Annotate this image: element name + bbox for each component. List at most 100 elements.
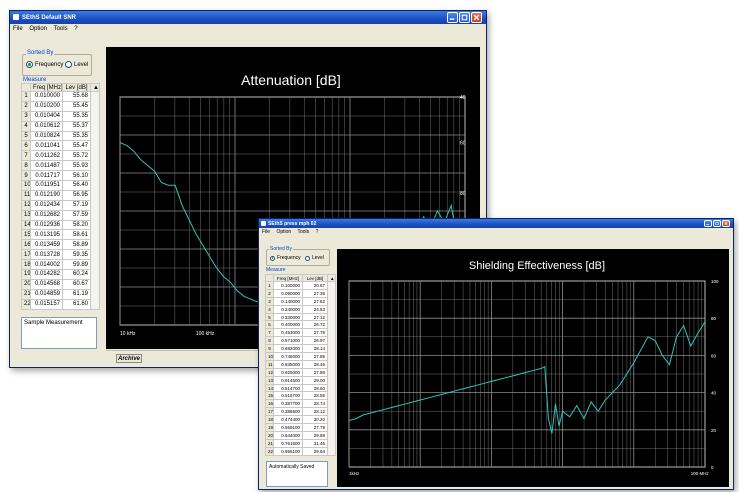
table-row[interactable]: 5 0.330000 27.12	[265, 312, 336, 322]
freq-cell: 0.914500	[273, 375, 303, 385]
close-button[interactable]	[471, 12, 482, 23]
radio-selected-icon	[26, 61, 33, 68]
table-row[interactable]: 14 0.514700 28.60	[265, 383, 336, 393]
table-row[interactable]: 11 0.012190 56.95	[21, 189, 100, 201]
level-cell: 20.67	[302, 281, 328, 290]
sort-frequency-radio[interactable]: Frequency	[26, 61, 63, 68]
table-row[interactable]: 21 0.014859 61.19	[21, 288, 100, 300]
menu-tools[interactable]: Tools	[297, 229, 310, 235]
table-row[interactable]: 14 0.012936 58.20	[21, 219, 100, 231]
menu-help[interactable]: ?	[315, 229, 319, 235]
table-row[interactable]: 13 0.914500 29.00	[265, 375, 336, 385]
sort-level-radio[interactable]: Level	[65, 61, 88, 68]
column-freq[interactable]: Freq [MHz]	[30, 83, 63, 92]
title-bar[interactable]: SEthS Default SNR	[10, 11, 486, 24]
table-row[interactable]: 4 0.010612 55.37	[21, 120, 100, 132]
radio-empty-icon	[305, 255, 310, 261]
menu-file[interactable]: File	[13, 26, 23, 32]
table-row[interactable]: 6 0.400000 26.72	[265, 320, 336, 330]
table-row[interactable]: 2 0.010200 55.45	[21, 100, 100, 112]
archive-button[interactable]: Archive	[116, 354, 142, 363]
freq-cell: 0.013459	[30, 239, 63, 251]
comment-memo[interactable]: Automatically Saved	[266, 461, 328, 487]
minimize-button[interactable]	[447, 12, 458, 23]
level-cell: 57.19	[62, 199, 91, 211]
minimize-button[interactable]	[704, 220, 712, 227]
table-row[interactable]: 20 0.644000 29.89	[265, 430, 336, 440]
table-row[interactable]: 2 0.090000 27.35	[265, 288, 336, 298]
table-row[interactable]: 13 0.012682 57.59	[21, 209, 100, 221]
column-level[interactable]: Lev [dB]	[62, 83, 91, 92]
table-row[interactable]: 17 0.386600 28.12	[265, 407, 336, 417]
table-row[interactable]: 9 0.682000 28.14	[265, 344, 336, 354]
table-row[interactable]: 10 0.011951 56.40	[21, 180, 100, 191]
table-row[interactable]: 15 0.013195 58.61	[21, 229, 100, 241]
table-row[interactable]: 21 0.761500 31.46	[265, 438, 336, 448]
table-row[interactable]: 18 0.474400 30.20	[265, 415, 336, 425]
table-scrollbar[interactable]	[327, 281, 336, 456]
freq-cell: 0.330000	[273, 312, 303, 322]
table-row[interactable]: 1 0.100000 20.67	[265, 281, 336, 456]
row-index: 15	[265, 391, 274, 401]
column-freq[interactable]: Freq [MHz]	[273, 274, 303, 282]
menu-option[interactable]: Option	[29, 26, 48, 32]
table-row[interactable]: 3 0.010404 55.35	[21, 110, 100, 122]
table-row[interactable]: 6 0.011041 55.47	[21, 140, 100, 152]
level-cell: 61.60	[62, 298, 91, 310]
table-row[interactable]: 4 0.240000 24.83	[265, 304, 336, 314]
column-level[interactable]: Lev [dB]	[302, 274, 328, 282]
freq-cell: 0.474400	[273, 415, 303, 425]
table-row[interactable]: 3 0.140000 27.62	[265, 296, 336, 306]
table-row[interactable]: 18 0.014002 59.89	[21, 259, 100, 271]
row-index: 7	[21, 150, 31, 162]
sort-level-radio[interactable]: Level	[305, 255, 324, 261]
comment-memo[interactable]: Sample Measurement	[21, 317, 97, 349]
table-row[interactable]: 7 0.453000 27.76	[265, 328, 336, 338]
close-icon	[473, 14, 480, 21]
table-scrollbar[interactable]	[90, 91, 100, 310]
close-button[interactable]	[722, 220, 730, 227]
table-row[interactable]: 7 0.011262 55.72	[21, 150, 100, 162]
level-cell: 56.95	[62, 189, 91, 201]
menu-option[interactable]: Option	[276, 229, 292, 235]
row-index: 11	[265, 359, 274, 369]
row-index: 5	[21, 130, 31, 142]
table-row[interactable]: 12 0.925000 27.86	[265, 367, 336, 377]
measure-table[interactable]: Freq [MHz] Lev [dB] ▲ 1 0.100000 20.67 2 0.0…	[265, 274, 336, 456]
menu-file[interactable]: File	[262, 229, 271, 235]
table-row[interactable]: 9 0.011717 56.10	[21, 170, 100, 182]
table-row[interactable]: 11 0.835000 28.46	[265, 359, 336, 369]
scroll-up-icon[interactable]: ▲	[327, 274, 336, 282]
row-index: 6	[21, 140, 31, 152]
menu-help[interactable]: ?	[74, 26, 78, 32]
table-row[interactable]: 19 0.569100 27.79	[265, 423, 336, 432]
close-icon	[724, 222, 728, 225]
table-row[interactable]: 22 0.855100 29.94	[265, 446, 336, 456]
menu-tools[interactable]: Tools	[53, 26, 68, 32]
table-row[interactable]: 1 0.010000 55.68	[21, 91, 100, 310]
freq-cell: 0.387700	[273, 399, 303, 409]
table-row[interactable]: 12 0.012434 57.19	[21, 199, 100, 211]
table-row[interactable]: 16 0.013459 58.89	[21, 239, 100, 251]
table-row[interactable]: 8 0.011487 55.93	[21, 160, 100, 172]
scroll-up-icon[interactable]: ▲	[90, 83, 100, 92]
table-row[interactable]: 17 0.013728 59.35	[21, 249, 100, 261]
title-bar[interactable]: SEthS press mph 02	[259, 219, 733, 228]
table-row[interactable]: 15 0.518700 28.55	[265, 391, 336, 401]
level-cell: 58.20	[62, 219, 91, 231]
measure-table[interactable]: Freq [MHz] Lev [dB] ▲ 1 0.010000 55.68 2 0.0…	[21, 83, 100, 310]
table-row[interactable]: 16 0.387700 28.74	[265, 399, 336, 409]
freq-cell: 0.682000	[273, 344, 303, 354]
table-row[interactable]: 20 0.014568 60.67	[21, 278, 100, 290]
table-row[interactable]: 19 0.014282 60.24	[21, 269, 100, 280]
maximize-button[interactable]	[459, 12, 470, 23]
maximize-button[interactable]	[713, 220, 721, 227]
table-row[interactable]: 22 0.015157 61.60	[21, 298, 100, 310]
table-row[interactable]: 8 0.571000 26.97	[265, 336, 336, 346]
row-index: 18	[21, 259, 31, 271]
table-row[interactable]: 10 0.746000 27.85	[265, 352, 336, 361]
table-row[interactable]: 5 0.010824 55.35	[21, 130, 100, 142]
freq-cell: 0.453000	[273, 328, 303, 338]
row-index: 3	[21, 110, 31, 122]
sort-frequency-radio[interactable]: Frequency	[270, 255, 301, 261]
